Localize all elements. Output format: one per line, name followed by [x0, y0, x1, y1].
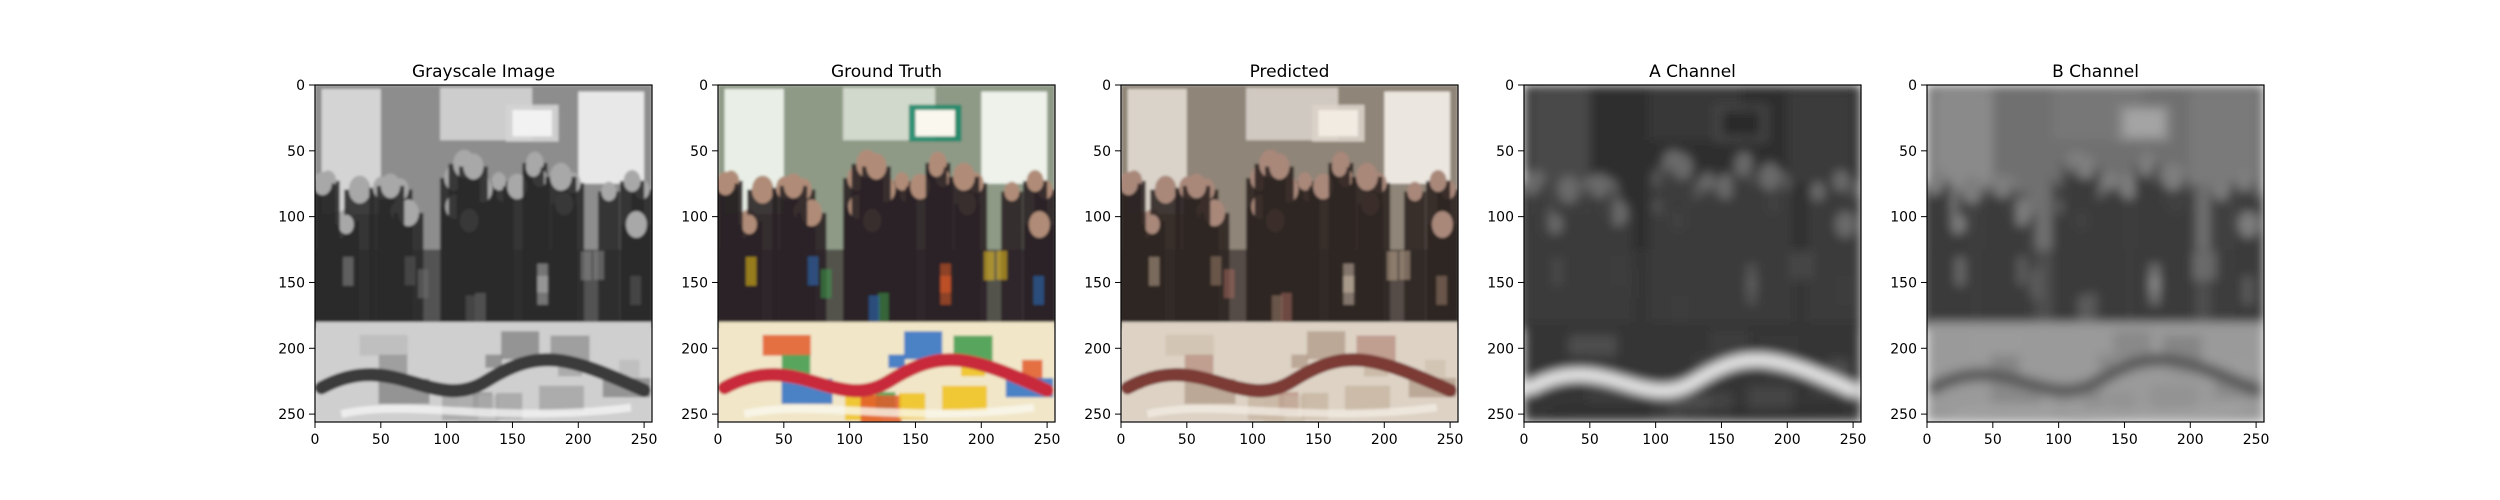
panel-title: Ground Truth [831, 62, 942, 82]
grayscale-photo-icon [315, 85, 652, 422]
panel-ground-truth: Ground Truth 0 50 100 150 200 250 0 50 100 150 200 2… [681, 62, 1060, 448]
y-tick-label: 250 [1890, 407, 1917, 423]
x-tick-label: 100 [1239, 432, 1266, 448]
axes-frame [1926, 84, 2265, 423]
panel-b-channel: B Channel 0 50 100 150 200 250 0 50 100 150 200 250 [1890, 62, 2269, 448]
y-tick-label: 200 [1084, 341, 1111, 357]
predicted-photo-icon [1121, 85, 1458, 422]
y-tick-label: 150 [1487, 275, 1514, 291]
y-tick-label: 0 [1505, 78, 1514, 94]
x-tick-label: 100 [433, 432, 460, 448]
y-tick-label: 200 [1890, 341, 1917, 357]
x-tick-label: 250 [1034, 432, 1061, 448]
y-tick-label: 100 [681, 210, 708, 226]
y-tick-label: 50 [287, 144, 305, 160]
x-tick-label: 50 [775, 432, 793, 448]
y-tick-label: 0 [1102, 78, 1111, 94]
y-tick-label: 200 [681, 341, 708, 357]
panel-predicted: Predicted 0 50 100 150 200 250 0 50 100 150 200 250 [1084, 62, 1463, 448]
x-tick-label: 250 [2243, 432, 2270, 448]
y-tick-label: 100 [1487, 210, 1514, 226]
b-channel-map-icon [1927, 85, 2264, 422]
x-tick-label: 250 [1437, 432, 1464, 448]
x-tick-label: 50 [1984, 432, 2002, 448]
y-tick-label: 0 [1908, 78, 1917, 94]
y-tick-label: 250 [278, 407, 305, 423]
x-tick-label: 0 [714, 432, 723, 448]
x-tick-label: 50 [372, 432, 390, 448]
x-tick-label: 200 [565, 432, 592, 448]
panel-grayscale: Grayscale Image 0 50 100 150 200 250 0 50 100 150 2… [278, 62, 657, 448]
y-tick-label: 250 [1487, 407, 1514, 423]
panel-title: Grayscale Image [412, 62, 555, 82]
x-tick-label: 150 [2111, 432, 2138, 448]
y-tick-label: 50 [1899, 144, 1917, 160]
y-tick-label: 200 [278, 341, 305, 357]
color-photo-icon [718, 85, 1055, 422]
x-tick-label: 100 [2045, 432, 2072, 448]
a-channel-map-icon [1524, 85, 1861, 422]
y-tick-label: 50 [1093, 144, 1111, 160]
x-tick-label: 150 [499, 432, 526, 448]
y-tick-label: 100 [278, 210, 305, 226]
panel-title: B Channel [2052, 62, 2139, 82]
x-tick-label: 200 [2177, 432, 2204, 448]
axes-frame [717, 84, 1056, 423]
x-tick-label: 250 [631, 432, 658, 448]
axes-frame [314, 84, 653, 423]
x-tick-label: 50 [1178, 432, 1196, 448]
x-tick-label: 200 [1774, 432, 1801, 448]
x-tick-label: 0 [311, 432, 320, 448]
y-tick-label: 150 [1084, 275, 1111, 291]
axes-frame [1523, 84, 1862, 423]
y-tick-label: 150 [278, 275, 305, 291]
x-tick-label: 150 [1305, 432, 1332, 448]
y-tick-label: 100 [1890, 210, 1917, 226]
panels-container: Grayscale Image 0 50 100 150 200 250 0 50 100 150 2… [278, 62, 2269, 448]
x-tick-label: 0 [1923, 432, 1932, 448]
y-tick-label: 200 [1487, 341, 1514, 357]
x-tick-label: 0 [1117, 432, 1126, 448]
x-tick-label: 150 [1708, 432, 1735, 448]
y-tick-label: 100 [1084, 210, 1111, 226]
panel-title: Predicted [1250, 62, 1330, 82]
y-tick-label: 250 [681, 407, 708, 423]
axes-frame [1120, 84, 1459, 423]
x-tick-label: 250 [1840, 432, 1867, 448]
y-tick-label: 150 [681, 275, 708, 291]
x-tick-label: 200 [968, 432, 995, 448]
y-tick-label: 50 [1496, 144, 1514, 160]
x-tick-label: 100 [836, 432, 863, 448]
x-tick-label: 0 [1520, 432, 1529, 448]
panel-a-channel: A Channel 0 50 100 150 200 250 0 50 100 150 200 250 [1487, 62, 1866, 448]
panel-title: A Channel [1649, 62, 1736, 82]
y-tick-label: 0 [699, 78, 708, 94]
x-tick-label: 150 [902, 432, 929, 448]
x-tick-label: 200 [1371, 432, 1398, 448]
x-tick-label: 100 [1642, 432, 1669, 448]
y-tick-label: 250 [1084, 407, 1111, 423]
y-tick-label: 0 [296, 78, 305, 94]
y-tick-label: 50 [690, 144, 708, 160]
x-tick-label: 50 [1581, 432, 1599, 448]
y-tick-label: 150 [1890, 275, 1917, 291]
